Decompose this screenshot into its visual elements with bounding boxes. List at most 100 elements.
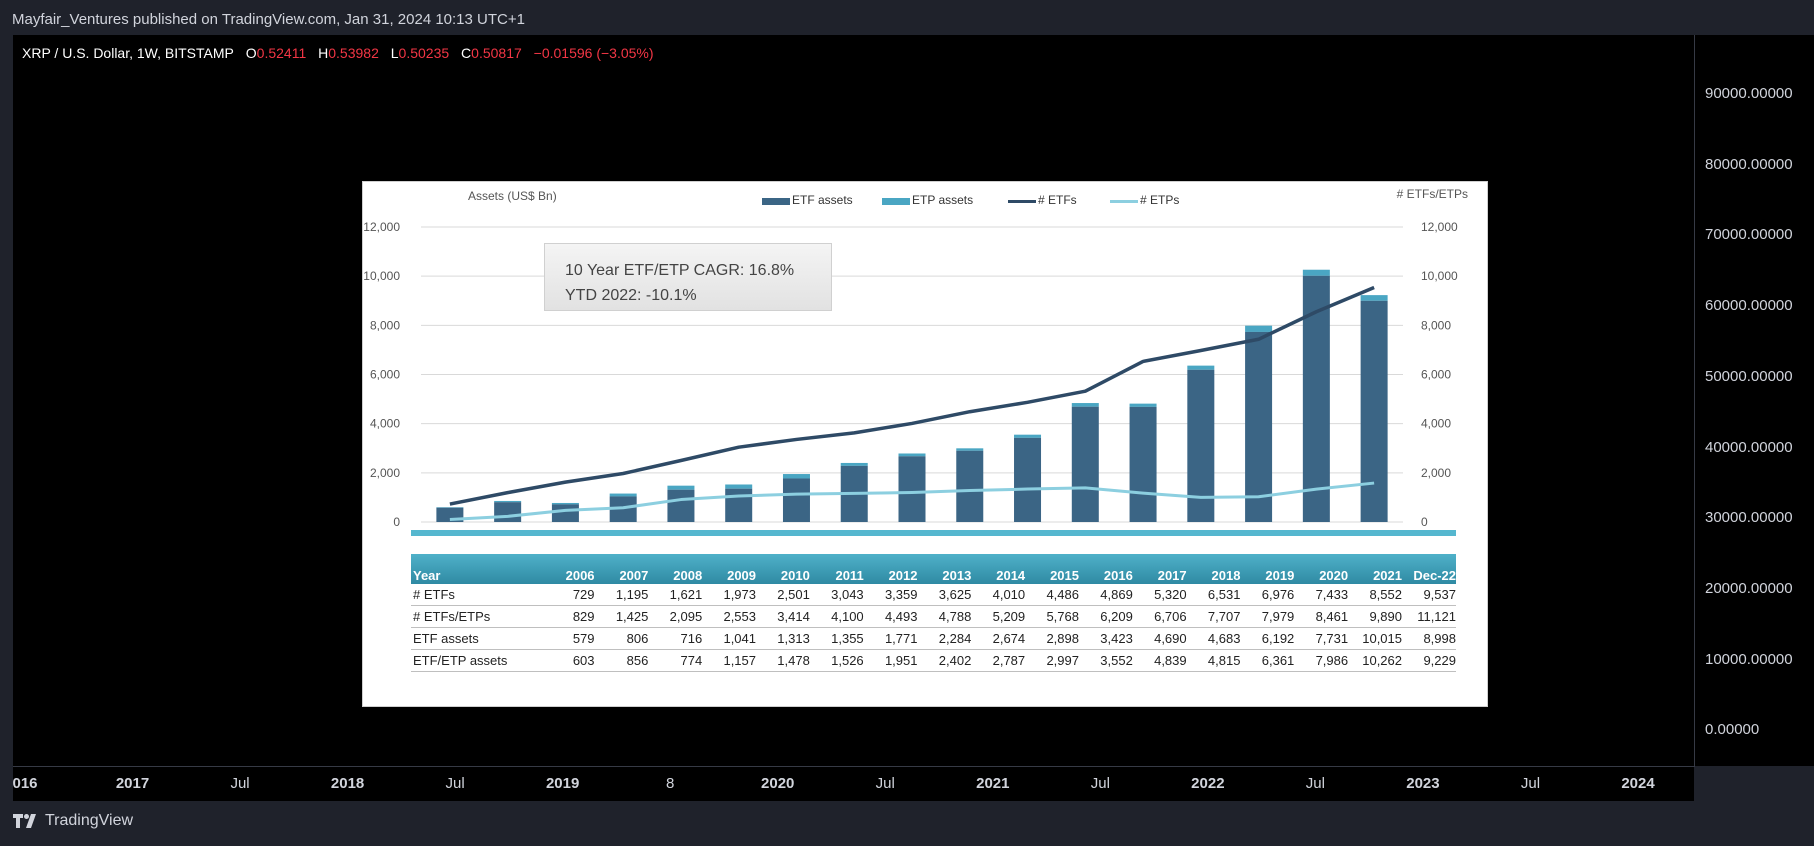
bar-etp: [1302, 269, 1330, 276]
y-tick-label: 10,000: [363, 269, 400, 283]
table-header-row: Year 2006 2007 2008 2009 2010 2011 2012 2013 2014…: [411, 554, 1456, 584]
table-cell: 6,192: [1240, 627, 1295, 650]
table-cell: 8,552: [1348, 584, 1402, 606]
bar-etp: [551, 502, 579, 505]
bar-etp: [725, 484, 753, 489]
table-cell: 8,998: [1402, 627, 1456, 650]
legend-label: ETP assets: [912, 193, 973, 207]
table-cell: 4,493: [863, 605, 918, 628]
time-axis[interactable]: 016 2017 Jul 2018 Jul 2019 8 2020 Jul 2021 Jul 2022…: [12, 767, 1694, 801]
table-cell: 6,976: [1240, 584, 1295, 606]
time-tick-label: 2023: [1406, 775, 1440, 792]
bar-etp: [667, 485, 695, 490]
table-cell: 4,690: [1132, 627, 1187, 650]
time-tick-label: 2021: [976, 775, 1010, 792]
table-cell: 2,284: [917, 627, 972, 650]
table-cell: 579: [540, 627, 595, 650]
low-value: 0.50235: [398, 45, 450, 61]
change-value: −0.01596 (−3.05%): [533, 45, 654, 61]
time-tick-label: 2018: [330, 775, 365, 792]
symbol-legend: XRP / U.S. Dollar, 1W, BITSTAMP O0.52411…: [22, 45, 654, 61]
symbol-title[interactable]: XRP / U.S. Dollar, 1W, BITSTAMP: [22, 45, 234, 61]
table-cell: 7,979: [1240, 605, 1295, 628]
y2-tick-label: 8,000: [1421, 318, 1451, 332]
table-cell: 10,262: [1348, 649, 1402, 672]
table-cell: 1,355: [809, 627, 864, 650]
table-cell: 3,625: [917, 584, 972, 606]
y-tick-label: 2,000: [370, 466, 400, 480]
close-label: C: [461, 45, 472, 61]
table-header-year: Dec-22: [1402, 554, 1456, 584]
price-axis[interactable]: 90000.00000 80000.00000 70000.00000 60000.0…: [1695, 35, 1814, 766]
line-etps: [449, 481, 1375, 522]
table-cell: 3,423: [1078, 627, 1133, 650]
table-cell: 2,898: [1025, 627, 1079, 650]
bar-etf: [1071, 406, 1099, 522]
table-row: # ETFs 729 1,195 1,621 1,973 2,501 3,043 3,359 3…: [411, 584, 1456, 606]
legend-swatch: [762, 198, 790, 205]
price-tick-label: 90000.00000: [1705, 85, 1793, 102]
table-row-label: # ETFs: [411, 584, 541, 606]
bar-etf: [1014, 437, 1042, 522]
bar-etf: [551, 504, 579, 522]
table-cell: 4,010: [971, 584, 1026, 606]
table-cell: 1,951: [863, 649, 918, 672]
time-tick-label: 2022: [1191, 775, 1225, 792]
y-axis-title: Assets (US$ Bn): [468, 189, 557, 203]
table-cell: 6,209: [1078, 605, 1133, 628]
time-tick-label: Jul: [875, 775, 895, 792]
price-tick-label: 50000.00000: [1705, 367, 1793, 385]
table-header-year: 2021: [1348, 554, 1402, 584]
table-cell: 7,731: [1294, 627, 1349, 650]
table-cell: 2,095: [648, 605, 703, 628]
price-tick-label: 0.00000: [1705, 721, 1760, 739]
table-cell: 11,121: [1402, 605, 1456, 628]
bar-etp: [1014, 434, 1042, 438]
table-header-year: 2015: [1025, 554, 1079, 584]
table-header-year: 2008: [648, 554, 703, 584]
table-cell: 9,890: [1348, 605, 1402, 628]
table-cell: 2,553: [702, 605, 757, 628]
chart-pane[interactable]: XRP / U.S. Dollar, 1W, BITSTAMP O0.52411…: [13, 35, 1695, 767]
table-header-year: 2009: [702, 554, 757, 584]
table-cell: 9,229: [1402, 649, 1456, 672]
y2-tick-label: 4,000: [1421, 417, 1451, 431]
table-cell: 3,043: [809, 584, 864, 606]
table-row-label: # ETFs/ETPs: [411, 605, 541, 628]
y-tick-label: 0: [393, 515, 400, 529]
time-tick-label: 016: [12, 775, 38, 792]
table-header-year: 2016: [1078, 554, 1133, 584]
cagr-callout: 10 Year ETF/ETP CAGR: 16.8% YTD 2022: -1…: [544, 243, 832, 311]
bar-etf: [494, 502, 522, 522]
price-tick-label: 60000.00000: [1705, 297, 1793, 315]
table-cell: 716: [648, 627, 703, 650]
table-cell: 4,788: [917, 605, 972, 628]
bar-etp: [494, 500, 522, 503]
table-header-year: 2013: [917, 554, 972, 584]
table-cell: 2,501: [756, 584, 810, 606]
table-cell: 1,526: [809, 649, 864, 672]
bar-etp: [609, 493, 637, 497]
footer-brand[interactable]: TradingView: [13, 812, 133, 830]
table-cell: 774: [648, 649, 703, 672]
etf-chart-svg: 0 0 2,000 2,000 4,000 4,000 6,000 6,000 8,000 8,0…: [363, 187, 1468, 536]
table-header-year: 2012: [863, 554, 918, 584]
table-cell: 2,997: [1025, 649, 1079, 672]
table-row-label: ETF assets: [411, 627, 541, 650]
bar-etp: [898, 453, 926, 457]
open-label: O: [245, 45, 257, 61]
table-cell: 3,552: [1078, 649, 1133, 672]
table-cell: 4,815: [1186, 649, 1241, 672]
table-row: ETF/ETP assets 603 856 774 1,157 1,478 1,526 1,…: [411, 649, 1456, 672]
tradingview-logo-icon: [13, 814, 36, 828]
time-tick-label: Jul: [230, 775, 250, 792]
table-header-year: 2020: [1294, 554, 1349, 584]
price-tick-label: 10000.00000: [1705, 650, 1793, 668]
bar-etf: [1187, 369, 1215, 522]
bar-etp: [1071, 403, 1099, 407]
low-label: L: [390, 45, 399, 61]
y2-axis-title: # ETFs/ETPs: [1397, 187, 1468, 201]
time-tick-label: Jul: [1520, 775, 1541, 792]
bar-etf: [956, 450, 984, 522]
bar-etf: [782, 478, 810, 522]
